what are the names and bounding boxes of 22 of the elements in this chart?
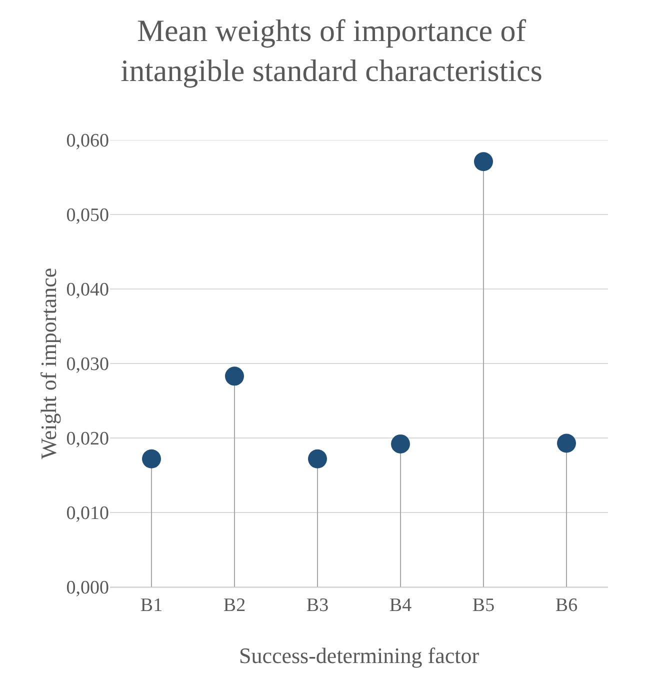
point <box>308 449 327 468</box>
point <box>391 434 410 454</box>
point <box>474 152 493 172</box>
y-tick-label: 0,060 <box>66 130 109 152</box>
x-tick-label: B3 <box>306 594 329 616</box>
x-tick-label: B6 <box>555 594 578 616</box>
point <box>225 366 244 386</box>
x-tick-label: B1 <box>140 594 163 616</box>
y-tick-label: 0,030 <box>66 354 109 376</box>
x-tick-label: B5 <box>472 594 495 616</box>
x-axis-title: Success-determining factor <box>238 643 480 668</box>
x-tick-label: B4 <box>389 594 412 616</box>
x-tick-label: B2 <box>223 594 246 616</box>
y-axis-title: Weight of importance <box>36 268 61 460</box>
y-tick-label: 0,010 <box>66 503 109 524</box>
y-tick-label: 0,050 <box>66 205 109 226</box>
chart-title: Mean weights of importance of intangible standard characteristics <box>120 12 542 88</box>
y-tick-label: 0,020 <box>66 428 109 450</box>
y-tick-label: 0,040 <box>66 280 109 301</box>
y-tick-label: 0,000 <box>66 578 109 599</box>
point <box>557 434 576 453</box>
point <box>142 449 161 468</box>
